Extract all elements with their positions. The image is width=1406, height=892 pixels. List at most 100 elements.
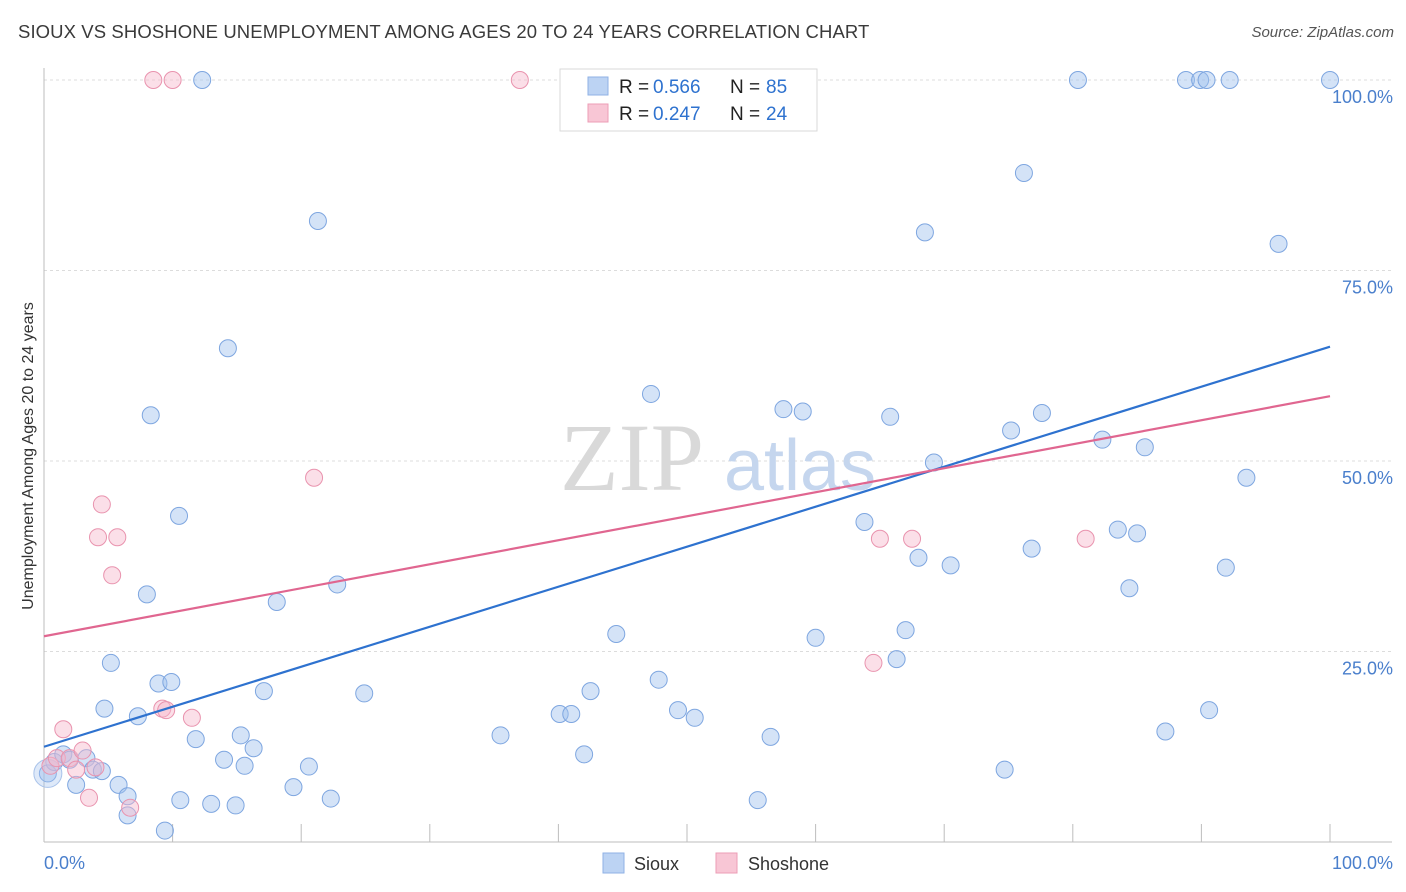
- sioux-point-61: [941, 556, 960, 575]
- sioux-point-62: [995, 760, 1014, 779]
- sioux-point-76: [1197, 71, 1216, 89]
- sioux-point-78: [1216, 558, 1235, 577]
- y-tick-label-1: 75.0%: [1342, 278, 1393, 298]
- y-tick-labels: 100.0% 75.0% 50.0% 25.0%: [1332, 87, 1393, 679]
- sioux-point-14: [137, 585, 156, 604]
- sioux-point-42: [581, 682, 600, 701]
- sioux-point-19: [170, 506, 189, 525]
- sioux-point-79: [1237, 468, 1256, 487]
- shoshone-point-21: [870, 529, 889, 548]
- source-label: Source: ZipAtlas.com: [1251, 24, 1394, 41]
- x-tick-labels: 0.0% 100.0%: [44, 853, 1393, 873]
- sioux-point-41: [575, 745, 594, 764]
- sioux-point-58: [909, 548, 928, 567]
- shoshone-point-18: [305, 468, 324, 487]
- shoshone-point-11: [108, 528, 127, 547]
- series-legend: Sioux Shoshone: [602, 852, 829, 874]
- legend-label-shoshone: Shoshone: [748, 854, 829, 874]
- sioux-point-50: [761, 727, 780, 746]
- shoshone-point-9: [92, 495, 111, 514]
- y-tick-label-3: 25.0%: [1342, 659, 1393, 679]
- sioux-point-16: [149, 674, 168, 693]
- sioux-point-9: [101, 653, 120, 672]
- shoshone-point-23: [1076, 529, 1095, 548]
- sioux-point-22: [193, 71, 212, 89]
- y-tick-label-2: 50.0%: [1342, 468, 1393, 488]
- shoshone-point-16: [163, 71, 182, 89]
- sioux-point-27: [231, 726, 250, 745]
- sioux-r-label: R =: [619, 77, 649, 98]
- trend-lines: [43, 345, 1331, 748]
- legend-label-sioux: Sioux: [634, 854, 679, 874]
- sioux-point-24: [215, 750, 234, 769]
- axes: [43, 68, 1392, 843]
- shoshone-point-20: [864, 653, 883, 672]
- sioux-point-53: [806, 628, 825, 647]
- sioux-point-32: [284, 778, 303, 797]
- watermark-atlas: atlas: [724, 426, 876, 506]
- sioux-point-43: [607, 624, 626, 643]
- sioux-point-51: [774, 400, 793, 419]
- sioux-point-13: [128, 707, 147, 726]
- shoshone-point-13: [144, 71, 163, 89]
- sioux-point-55: [881, 407, 900, 426]
- shoshone-point-17: [182, 708, 201, 727]
- sioux-point-25: [218, 339, 237, 358]
- sioux-point-75: [1191, 71, 1210, 89]
- sioux-point-17: [155, 821, 174, 840]
- sioux-point-34: [308, 211, 327, 230]
- watermark-zip: ZIP: [560, 404, 704, 511]
- sioux-points: [33, 71, 1339, 840]
- sioux-point-82: [1321, 71, 1339, 89]
- sioux-point-20: [171, 791, 190, 810]
- sioux-stats-swatch: [587, 76, 609, 96]
- sioux-point-81: [1269, 234, 1288, 253]
- sioux-point-47: [685, 708, 704, 727]
- sioux-point-57: [896, 621, 915, 640]
- shoshone-point-12: [121, 798, 140, 817]
- sioux-point-31: [267, 592, 286, 611]
- sioux-point-65: [1022, 539, 1041, 558]
- sioux-point-80: [1220, 71, 1239, 89]
- shoshone-point-22: [903, 529, 922, 548]
- shoshone-point-15: [157, 701, 176, 720]
- sioux-point-54: [855, 512, 874, 531]
- sioux-point-45: [649, 670, 668, 689]
- shoshone-point-6: [80, 788, 99, 807]
- shoshone-r-label: R =: [619, 104, 649, 125]
- shoshone-n-value: 24: [766, 104, 788, 125]
- shoshone-point-4: [67, 760, 86, 779]
- sioux-point-74: [1176, 71, 1195, 89]
- sioux-point-56: [887, 650, 906, 669]
- sioux-point-64: [1014, 163, 1033, 182]
- sioux-point-4: [67, 775, 86, 794]
- shoshone-point-19: [510, 71, 529, 89]
- watermark: ZIP atlas: [560, 404, 876, 511]
- stats-legend: R = 0.566 N = 85 R = 0.247 N = 24: [559, 68, 818, 132]
- chart-title: SIOUX VS SHOSHONE UNEMPLOYMENT AMONG AGE…: [18, 21, 870, 42]
- sioux-point-8: [95, 699, 114, 718]
- sioux-point-46: [668, 701, 687, 720]
- legend-swatch-sioux: [602, 852, 625, 874]
- sioux-point-71: [1128, 524, 1147, 543]
- sioux-point-52: [793, 402, 812, 421]
- shoshone-stats-swatch: [587, 103, 609, 123]
- shoshone-point-7: [86, 758, 105, 777]
- sioux-point-28: [235, 756, 254, 775]
- sioux-point-44: [641, 384, 660, 403]
- sioux-point-63: [1002, 421, 1021, 440]
- sioux-point-66: [1032, 403, 1051, 422]
- x-tick-label-1: 100.0%: [1332, 853, 1393, 873]
- shoshone-trend-line: [43, 395, 1331, 638]
- shoshone-point-1: [47, 749, 66, 768]
- sioux-r-value: 0.566: [653, 77, 701, 98]
- sioux-point-72: [1135, 438, 1154, 457]
- shoshone-point-5: [73, 741, 92, 760]
- sioux-point-73: [1156, 722, 1175, 741]
- shoshone-point-10: [103, 566, 122, 585]
- x-tick-label-0: 0.0%: [44, 853, 85, 873]
- sioux-point-69: [1108, 520, 1127, 539]
- sioux-point-11: [118, 787, 137, 806]
- sioux-point-26: [226, 796, 245, 815]
